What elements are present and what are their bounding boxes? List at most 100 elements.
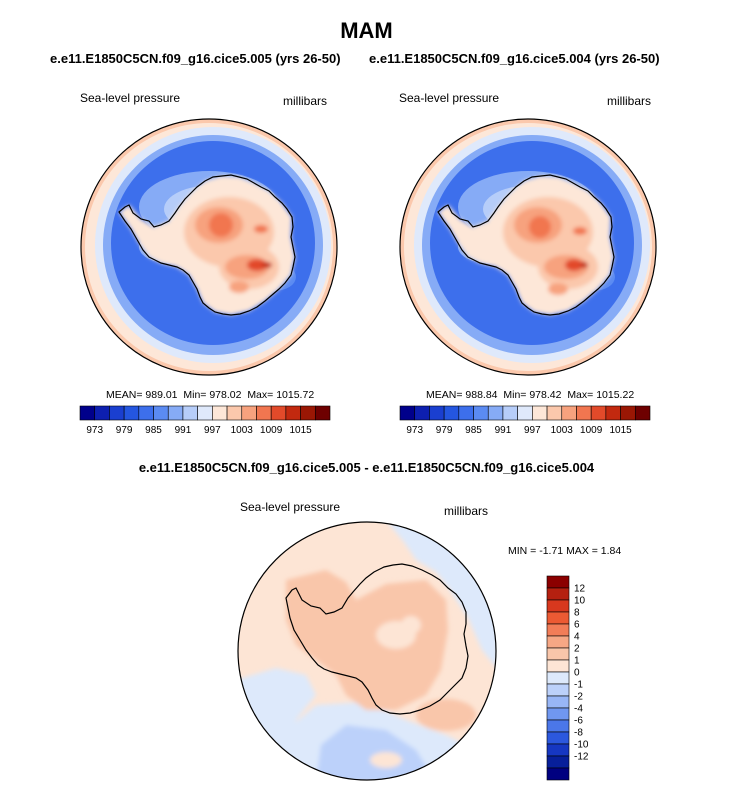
difference-colorbar-tick-label: 10 (574, 596, 586, 607)
difference-colorbar-box (546, 695, 570, 709)
left-colorbar-box (241, 405, 257, 421)
right-colorbar-tick-label: 1015 (609, 425, 632, 436)
left-colorbar-tick-label: 985 (145, 425, 162, 436)
diff-variable-label: Sea-level pressure (240, 500, 341, 514)
difference-colorbar-tick-label: 0 (574, 668, 580, 679)
right-colorbar-tick-label: 1009 (580, 425, 603, 436)
right-colorbar-box (502, 405, 518, 421)
left-colorbar-box (300, 405, 316, 421)
left-max-value: 1015.72 (276, 389, 315, 401)
right-colorbar-tick-label: 997 (524, 425, 541, 436)
right-colorbar-box (473, 405, 489, 421)
difference-colorbar-tick-label: -8 (574, 728, 583, 739)
right-max-label: Max= (567, 389, 594, 401)
difference-colorbar-box (546, 767, 570, 781)
left-colorbar-tick-label: 979 (116, 425, 133, 436)
difference-title: e.e11.E1850C5CN.f09_g16.cice5.005 - e.e1… (138, 460, 595, 475)
difference-colorbar-tick-label: 12 (574, 584, 586, 595)
difference-colorbar-tick-label: 6 (574, 620, 580, 631)
left-antarctica-coastline (118, 174, 296, 316)
difference-colorbar-box (546, 743, 570, 757)
right-colorbar-tick-label: 985 (465, 425, 482, 436)
right-min-value: 978.42 (529, 389, 562, 401)
right-colorbar-box (546, 405, 563, 421)
difference-colorbar-box (546, 611, 570, 625)
left-colorbar-box (285, 405, 301, 421)
right-colorbar-box (576, 405, 592, 421)
difference-colorbar-box (546, 647, 570, 661)
right-colorbar-box (443, 405, 460, 421)
right-map-field (400, 119, 656, 375)
right-colorbar-box (532, 405, 548, 421)
difference-colorbar-tick-label: 1 (574, 656, 580, 667)
difference-colorbar-tick-label: -1 (574, 680, 583, 691)
left-colorbar-box (94, 405, 110, 421)
right-min-label: Min= (503, 389, 527, 401)
right-stats: MEAN= 988.84 Min= 978.42 Max= 1015.22 (426, 389, 634, 401)
left-variable-label: Sea-level pressure (80, 91, 181, 105)
right-case-title: e.e11.E1850C5CN.f09_g16.cice5.004 (yrs 2… (369, 51, 660, 66)
right-variable-label: Sea-level pressure (399, 91, 500, 105)
difference-colorbar-box (546, 719, 570, 733)
right-colorbar-box (487, 405, 504, 421)
difference-colorbar-box (546, 755, 570, 769)
left-colorbar-box (123, 405, 140, 421)
left-colorbar-box (182, 405, 198, 421)
difference-colorbar-tick-label: -6 (574, 716, 583, 727)
difference-colorbar-tick-label: 8 (574, 608, 580, 619)
right-colorbar-box (561, 405, 577, 421)
left-max-label: Max= (247, 389, 274, 401)
right-sea-level-pressure-map (399, 118, 657, 376)
left-mean-value: 989.01 (145, 389, 178, 401)
main-title: MAM (340, 18, 393, 43)
left-colorbar-box (314, 405, 331, 421)
right-colorbar-box (634, 405, 651, 421)
right-colorbar-tick-label: 1003 (551, 425, 574, 436)
left-colorbar-box (167, 405, 184, 421)
left-colorbar-tick-label: 997 (204, 425, 221, 436)
left-colorbar-tick-label: 991 (175, 425, 192, 436)
left-colorbar-tick-label: 1009 (260, 425, 283, 436)
difference-map-field (238, 522, 496, 780)
left-colorbar-box (109, 405, 125, 421)
left-colorbar-tick-label: 1003 (231, 425, 254, 436)
right-colorbar-box (458, 405, 474, 421)
left-sea-level-pressure-map (80, 118, 338, 376)
difference-colorbar-tick-label: -12 (574, 752, 589, 763)
right-colorbar-box (517, 405, 533, 421)
difference-sea-level-pressure-map (237, 521, 497, 781)
diff-units-label: millibars (444, 504, 489, 518)
left-stats: MEAN= 989.01 Min= 978.02 Max= 1015.72 (106, 389, 314, 401)
difference-colorbar-tick-label: 4 (574, 632, 580, 643)
left-colorbar-box (256, 405, 272, 421)
right-colorbar-box (399, 405, 416, 421)
left-case-title: e.e11.E1850C5CN.f09_g16.cice5.005 (yrs 2… (50, 51, 341, 66)
left-colorbar-box (212, 405, 228, 421)
left-mean-label: MEAN= (106, 389, 143, 401)
difference-colorbar-box (546, 575, 570, 589)
difference-colorbar-box (546, 659, 570, 673)
difference-colorbar-box (546, 599, 570, 613)
difference-colorbar-box (546, 707, 570, 721)
right-mean-value: 988.84 (465, 389, 498, 401)
right-antarctica-coastline (437, 174, 615, 316)
difference-colorbar-box (546, 671, 570, 685)
left-min-value: 978.02 (209, 389, 242, 401)
diff-min-max-stats: MIN = -1.71 MAX = 1.84 (508, 545, 622, 557)
left-colorbar-box (197, 405, 213, 421)
right-mean-label: MEAN= (426, 389, 463, 401)
difference-colorbar-box (546, 683, 570, 697)
difference-colorbar-tick-label: -10 (574, 740, 589, 751)
difference-colorbar-box (546, 731, 570, 745)
right-colorbar-box (620, 405, 636, 421)
left-colorbar-box (226, 405, 243, 421)
difference-colorbar-tick-label: 2 (574, 644, 580, 655)
left-map-field (81, 119, 337, 375)
right-colorbar-tick-label: 973 (406, 425, 423, 436)
difference-antarctica-coastline (285, 563, 469, 715)
difference-colorbar-box (546, 587, 570, 601)
left-colorbar: 973 979 985 991 997 1003 1009 1015 (79, 405, 331, 436)
left-colorbar-tick-label: 1015 (289, 425, 312, 436)
left-colorbar-box (138, 405, 154, 421)
right-colorbar: 973 979 985 991 997 1003 1009 1015 (399, 405, 651, 436)
